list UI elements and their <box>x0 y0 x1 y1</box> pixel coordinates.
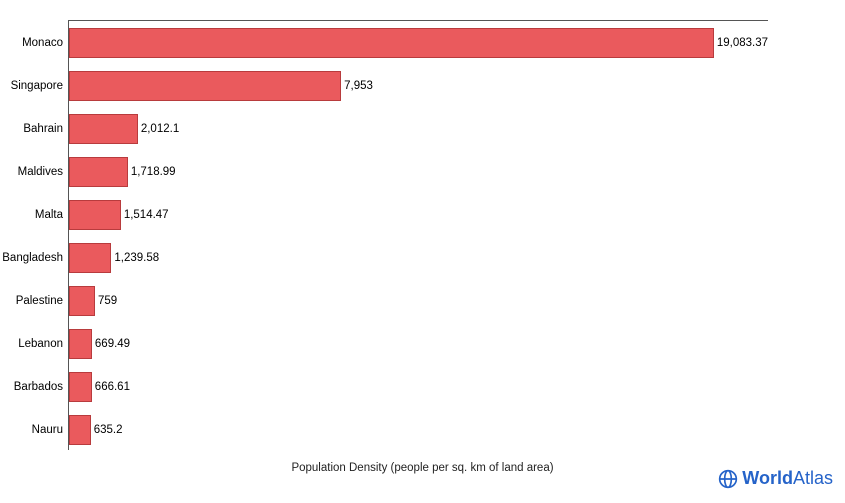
bar <box>69 114 138 144</box>
value-label: 1,718.99 <box>131 166 176 178</box>
bar <box>69 415 91 445</box>
bar <box>69 200 121 230</box>
y-axis-label: Nauru <box>32 424 63 436</box>
chart-area: Monaco19,083.37Singapore7,953Bahrain2,01… <box>68 20 768 450</box>
bar <box>69 243 111 273</box>
y-axis-label: Lebanon <box>18 338 63 350</box>
bar <box>69 286 95 316</box>
watermark-text: WorldAtlas <box>742 468 833 489</box>
bar-row: Palestine759 <box>69 279 768 322</box>
value-label: 7,953 <box>344 80 373 92</box>
y-axis-label: Palestine <box>16 295 63 307</box>
value-label: 1,239.58 <box>114 252 159 264</box>
bar <box>69 157 128 187</box>
y-axis-label: Bahrain <box>23 123 63 135</box>
bar-row: Bangladesh1,239.58 <box>69 236 768 279</box>
bar <box>69 329 92 359</box>
y-axis-label: Singapore <box>11 80 63 92</box>
bar-row: Monaco19,083.37 <box>69 21 768 64</box>
bar-row: Singapore7,953 <box>69 64 768 107</box>
bar-row: Lebanon669.49 <box>69 322 768 365</box>
bar-row: Bahrain2,012.1 <box>69 107 768 150</box>
value-label: 19,083.37 <box>717 37 768 49</box>
value-label: 669.49 <box>95 338 130 350</box>
value-label: 1,514.47 <box>124 209 169 221</box>
bar <box>69 71 341 101</box>
bar-row: Barbados666.61 <box>69 365 768 408</box>
y-axis-label: Maldives <box>18 166 63 178</box>
bar-row: Malta1,514.47 <box>69 193 768 236</box>
value-label: 635.2 <box>94 424 123 436</box>
worldatlas-watermark: WorldAtlas <box>718 468 833 489</box>
bar <box>69 28 714 58</box>
value-label: 759 <box>98 295 117 307</box>
bar-row: Maldives1,718.99 <box>69 150 768 193</box>
value-label: 666.61 <box>95 381 130 393</box>
bar <box>69 372 92 402</box>
value-label: 2,012.1 <box>141 123 179 135</box>
globe-icon <box>718 469 738 489</box>
bar-row: Nauru635.2 <box>69 408 768 451</box>
y-axis-label: Malta <box>35 209 63 221</box>
y-axis-label: Monaco <box>22 37 63 49</box>
y-axis-label: Bangladesh <box>2 252 63 264</box>
y-axis-label: Barbados <box>14 381 63 393</box>
